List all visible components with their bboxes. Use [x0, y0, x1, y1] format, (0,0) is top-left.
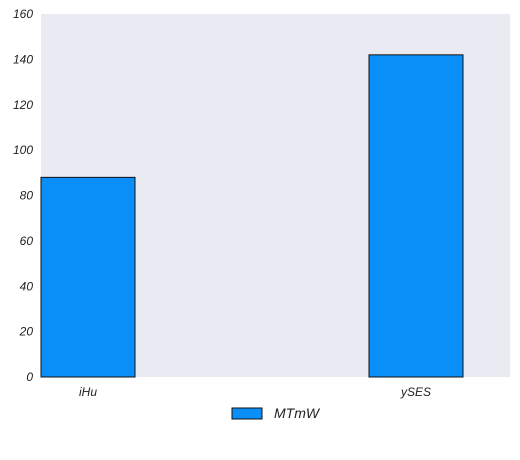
y-tick-label: 20 [19, 325, 34, 339]
x-tick-label: iHu [79, 385, 97, 399]
y-tick-label: 40 [20, 279, 34, 293]
y-tick-label: 60 [20, 234, 34, 248]
bar-ySES [368, 54, 464, 378]
y-tick-label: 0 [26, 370, 33, 384]
y-tick-label: 100 [13, 143, 33, 157]
bar-iHu [40, 176, 136, 378]
y-tick-label: 140 [13, 52, 33, 66]
legend-label: MTmW [274, 405, 321, 421]
x-axis-ticks: iHu ySES [79, 385, 431, 399]
y-tick-label: 120 [13, 98, 33, 112]
x-tick-label: ySES [400, 385, 431, 399]
legend: MTmW [231, 405, 321, 421]
y-tick-label: 160 [13, 7, 33, 21]
y-tick-label: 80 [20, 189, 34, 203]
y-axis-ticks: 0 20 40 60 80 100 120 140 160 [13, 7, 33, 384]
legend-swatch [231, 407, 263, 420]
bars [40, 54, 464, 378]
